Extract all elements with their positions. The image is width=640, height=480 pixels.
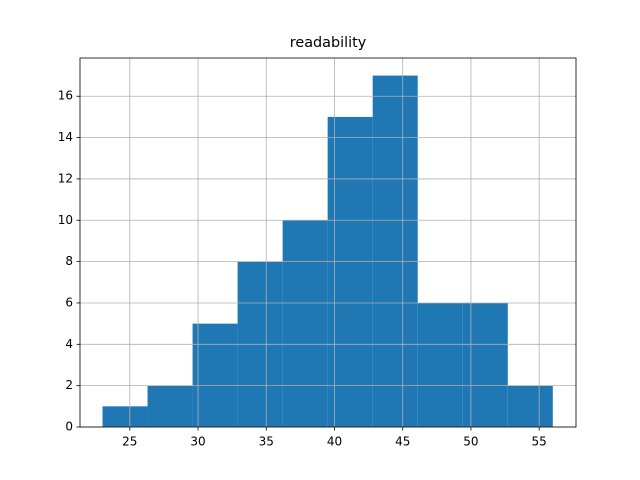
bar xyxy=(102,406,148,427)
y-tick-label: 4 xyxy=(65,337,73,351)
y-tick-label: 0 xyxy=(65,420,73,434)
x-tick-label: 25 xyxy=(122,435,137,449)
bar xyxy=(327,116,373,428)
bar xyxy=(507,385,553,427)
y-tick-label: 16 xyxy=(58,89,73,103)
x-tick-label: 40 xyxy=(327,435,342,449)
x-tick-label: 45 xyxy=(395,435,410,449)
bar xyxy=(462,302,508,427)
y-tick-label: 8 xyxy=(65,254,73,268)
y-tick-label: 12 xyxy=(58,171,73,185)
bar xyxy=(372,75,418,428)
y-tick-label: 10 xyxy=(58,213,73,227)
y-tick-label: 2 xyxy=(65,378,73,392)
bar xyxy=(147,385,193,427)
bar xyxy=(417,302,463,427)
chart-title: readability xyxy=(290,35,367,51)
y-tick-label: 14 xyxy=(58,130,73,144)
plot-frame xyxy=(79,57,577,428)
y-tick-label: 6 xyxy=(65,295,73,309)
x-tick-label: 35 xyxy=(259,435,274,449)
x-tick-label: 50 xyxy=(463,435,478,449)
bar xyxy=(192,323,238,427)
x-tick-label: 55 xyxy=(532,435,547,449)
bar xyxy=(282,220,328,427)
x-tick-label: 30 xyxy=(190,435,205,449)
